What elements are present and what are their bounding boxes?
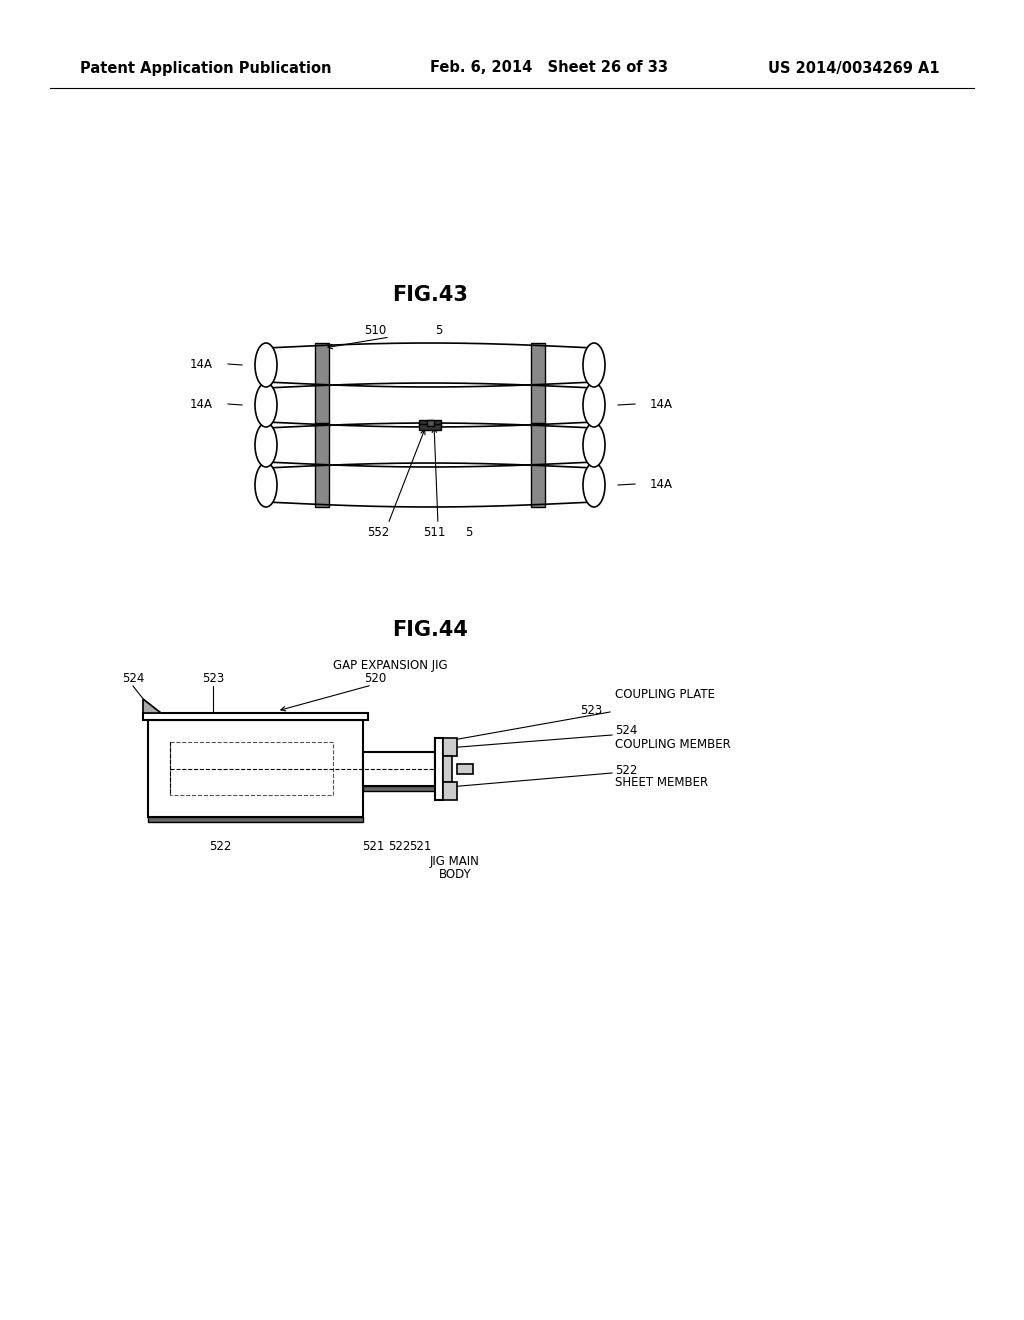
Text: 14A: 14A: [650, 478, 673, 491]
Text: 520: 520: [364, 672, 386, 685]
Text: 5: 5: [465, 525, 472, 539]
Bar: [362, 785, 435, 791]
Bar: [443, 781, 457, 800]
Text: 522: 522: [209, 841, 231, 854]
Bar: [315, 422, 329, 507]
Bar: [435, 738, 443, 800]
Bar: [419, 420, 441, 426]
Text: 521: 521: [361, 841, 384, 854]
Text: FIG.44: FIG.44: [392, 620, 468, 640]
Text: US 2014/0034269 A1: US 2014/0034269 A1: [768, 61, 940, 75]
Ellipse shape: [255, 343, 278, 387]
Text: COUPLING PLATE: COUPLING PLATE: [615, 689, 715, 701]
Text: 522: 522: [388, 841, 411, 854]
Text: 524: 524: [615, 723, 637, 737]
Bar: [531, 343, 545, 426]
Bar: [362, 751, 435, 785]
Bar: [443, 755, 452, 781]
Text: SHEET MEMBER: SHEET MEMBER: [615, 776, 709, 789]
Text: 14A: 14A: [190, 397, 213, 411]
Bar: [531, 422, 545, 507]
Bar: [427, 420, 433, 426]
Text: 523: 523: [580, 704, 602, 717]
Ellipse shape: [255, 463, 278, 507]
Bar: [170, 742, 333, 795]
Bar: [143, 713, 368, 719]
Text: COUPLING MEMBER: COUPLING MEMBER: [615, 738, 731, 751]
Bar: [457, 763, 473, 774]
Text: 510: 510: [364, 323, 386, 337]
Text: 521: 521: [409, 841, 431, 854]
Text: 523: 523: [202, 672, 224, 685]
Bar: [419, 424, 441, 430]
Bar: [315, 343, 329, 426]
Text: 5: 5: [435, 323, 442, 337]
Text: 14A: 14A: [650, 397, 673, 411]
Text: Patent Application Publication: Patent Application Publication: [80, 61, 332, 75]
Ellipse shape: [583, 422, 605, 467]
Ellipse shape: [255, 383, 278, 426]
Bar: [148, 719, 362, 817]
Text: FIG.43: FIG.43: [392, 285, 468, 305]
Ellipse shape: [583, 383, 605, 426]
Ellipse shape: [583, 463, 605, 507]
Ellipse shape: [583, 343, 605, 387]
Text: BODY: BODY: [438, 867, 471, 880]
Text: JIG MAIN: JIG MAIN: [430, 854, 480, 867]
Text: 14A: 14A: [190, 358, 213, 371]
Bar: [443, 738, 457, 755]
Text: 552: 552: [367, 525, 389, 539]
Text: 522: 522: [615, 763, 637, 776]
Ellipse shape: [255, 422, 278, 467]
Text: 511: 511: [423, 525, 445, 539]
Text: Feb. 6, 2014   Sheet 26 of 33: Feb. 6, 2014 Sheet 26 of 33: [430, 61, 668, 75]
Polygon shape: [143, 700, 161, 713]
Text: GAP EXPANSION JIG: GAP EXPANSION JIG: [333, 659, 447, 672]
Bar: [148, 817, 362, 822]
Text: 524: 524: [122, 672, 144, 685]
